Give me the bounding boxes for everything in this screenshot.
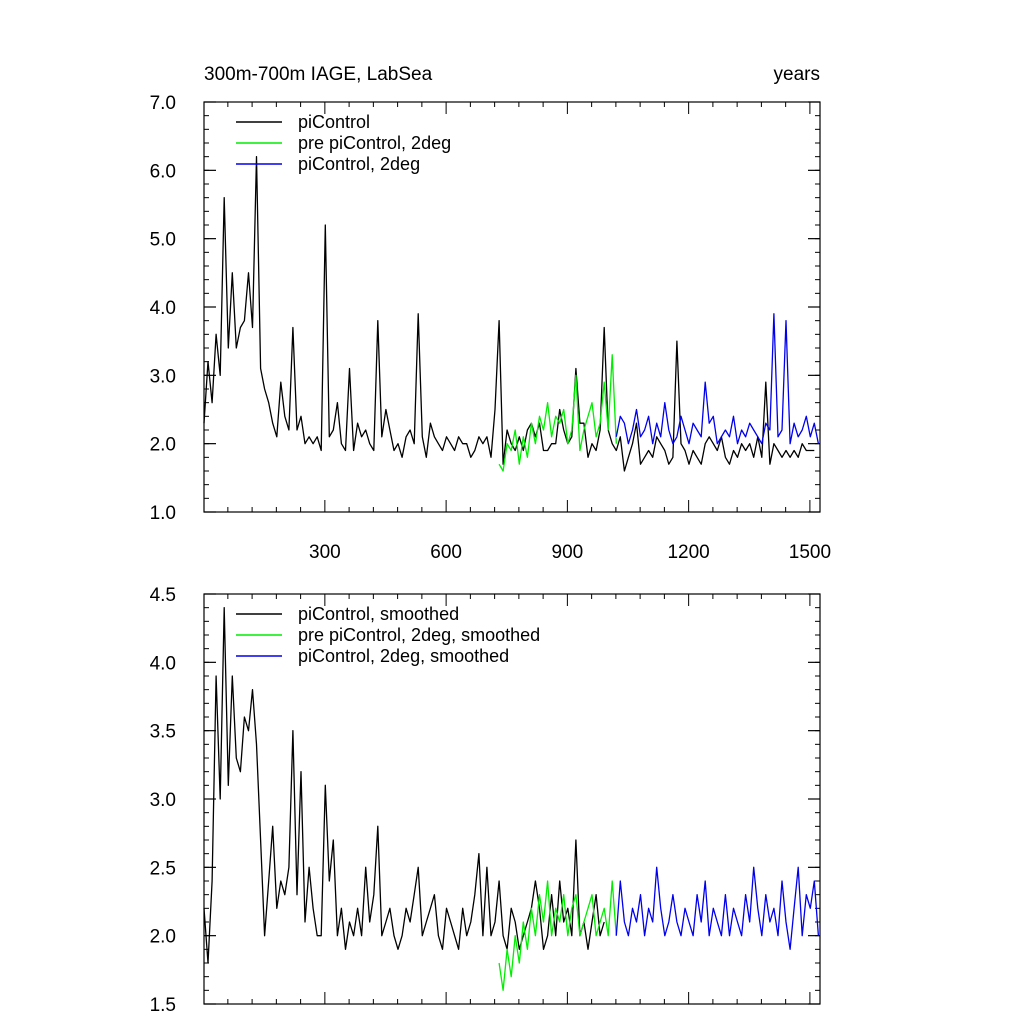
x-tick-label: 1500 [789,542,831,563]
legend-label: pre piControl, 2deg, smoothed [298,625,540,645]
x-tick-label: 1200 [667,542,709,563]
x-axis-units-label: years [773,64,820,85]
y-tick-label: 2.0 [150,927,176,948]
x-tick-label: 600 [430,542,462,563]
x-tick-label: 300 [309,542,341,563]
legend-label: piControl [298,112,370,132]
y-tick-label: 3.0 [150,366,176,387]
y-tick-label: 4.5 [150,585,176,606]
x-tick-label: 900 [552,542,584,563]
series-line-2 [498,880,617,991]
y-tick-label: 3.5 [150,722,176,743]
series-line-2 [498,354,617,472]
series-line-1 [203,156,815,472]
series-line-1 [203,607,605,964]
series-line-3 [615,866,820,950]
legend-label: pre piControl, 2deg [298,133,451,153]
chart-title: 300m-700m IAGE, LabSea [204,64,433,85]
y-tick-label: 6.0 [150,161,176,182]
y-tick-label: 5.0 [150,230,176,251]
y-tick-label: 3.0 [150,790,176,811]
y-tick-label: 7.0 [150,93,176,114]
y-tick-label: 1.0 [150,503,176,524]
plot-frame [203,593,821,1005]
legend-label: piControl, 2deg, smoothed [298,646,509,666]
y-tick-label: 4.0 [150,653,176,674]
y-tick-label: 1.5 [150,995,176,1016]
series-line-3 [615,313,820,445]
legend-label: piControl, smoothed [298,604,459,624]
y-tick-label: 2.5 [150,858,176,879]
y-tick-label: 2.0 [150,435,176,456]
y-tick-label: 4.0 [150,298,176,319]
legend-label: piControl, 2deg [298,154,420,174]
